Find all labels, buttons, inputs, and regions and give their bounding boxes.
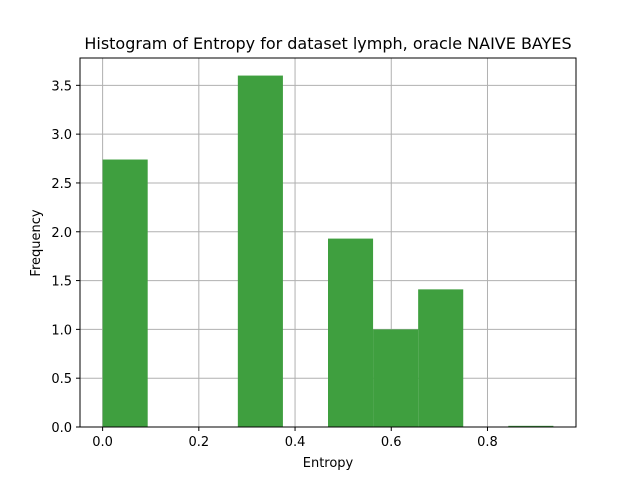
bars [102,75,554,428]
y-axis-ticks: 0.0 0.5 1.0 1.5 2.0 2.5 3.0 3.5 [51,79,80,436]
y-tick-label: 1.5 [51,275,72,290]
x-tick-label: 0.4 [285,435,306,450]
y-axis-label: Frequency [29,209,44,276]
x-tick-label: 0.2 [188,435,209,450]
y-tick-label: 0.0 [51,421,72,436]
chart-title: Histogram of Entropy for dataset lymph, … [84,34,571,53]
y-tick-label: 2.5 [51,177,72,192]
histogram-bar [373,329,419,427]
y-tick-label: 0.5 [51,372,72,387]
histogram-bar [508,425,554,427]
y-tick-label: 3.0 [51,128,72,143]
histogram-bar [418,289,464,427]
y-tick-label: 2.0 [51,226,72,241]
histogram-bar [237,75,283,428]
histogram-bar [102,159,148,427]
x-axis-ticks: 0.0 0.2 0.4 0.6 0.8 [92,427,498,450]
x-tick-label: 0.0 [92,435,113,450]
x-tick-label: 0.8 [477,435,498,450]
y-tick-label: 1.0 [51,323,72,338]
x-tick-label: 0.6 [381,435,402,450]
y-tick-label: 3.5 [51,79,72,94]
x-axis-label: Entropy [303,456,354,471]
plot-frame [79,57,577,428]
histogram-bar [328,238,374,427]
